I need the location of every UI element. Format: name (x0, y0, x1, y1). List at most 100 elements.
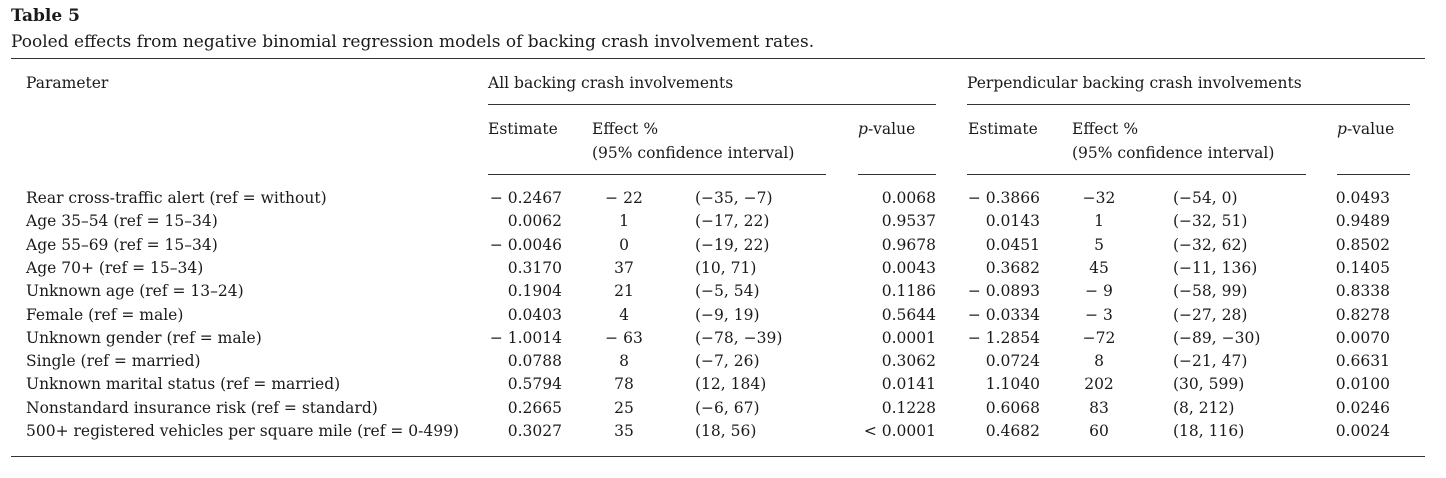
cell-parameter: 500+ registered vehicles per square mile… (26, 422, 460, 440)
cell-perp-pvalue: 0.0100 (1335, 375, 1390, 394)
cell-all-pvalue: 0.9678 (881, 235, 936, 254)
cell-all-pvalue: 0.5644 (881, 305, 936, 324)
cell-perp-ci: (−54, 0) (1173, 189, 1238, 207)
cell-perp-pvalue: 0.1405 (1335, 258, 1390, 277)
cell-perp-estimate: − 0.0893 (967, 282, 1040, 301)
cell-perp-pvalue: 0.8502 (1335, 235, 1390, 254)
cell-perp-estimate: 1.1040 (985, 375, 1040, 394)
cell-all-effect: 78 (614, 375, 634, 394)
cell-all-pvalue: 0.3062 (881, 352, 936, 371)
header-all-p-italic: p (858, 120, 868, 138)
cell-perp-ci: (−11, 136) (1173, 258, 1258, 277)
cell-perp-pvalue: 0.8278 (1335, 305, 1390, 324)
cell-perp-ci: (−58, 99) (1173, 282, 1248, 301)
cell-parameter: Age 70+ (ref = 15–34) (26, 258, 204, 277)
cell-parameter: Age 35–54 (ref = 15–34) (26, 212, 218, 231)
cell-perp-ci: (−32, 51) (1173, 212, 1248, 231)
cell-all-ci: (−9, 19) (695, 305, 760, 324)
cell-all-pvalue: 0.0043 (881, 258, 936, 277)
header-perp-pvalue: p-value (1337, 119, 1394, 139)
cell-all-estimate: 0.1904 (507, 282, 562, 301)
header-perp-effect-line1: Effect % (1072, 120, 1139, 138)
cell-perp-pvalue: 0.6631 (1335, 352, 1390, 371)
cell-perp-pvalue: 0.0246 (1335, 398, 1390, 417)
cell-all-estimate: − 1.0014 (489, 328, 562, 347)
bottom-rule (11, 456, 1425, 457)
cell-all-estimate: 0.0403 (507, 305, 562, 324)
header-group-all: All backing crash involvements (488, 74, 734, 92)
cell-perp-estimate: − 0.3866 (967, 189, 1040, 207)
cell-all-effect: 8 (619, 352, 629, 371)
cell-all-pvalue: 0.0068 (881, 189, 936, 207)
header-all-effect-line2: (95% confidence interval) (592, 144, 795, 162)
cell-perp-pvalue: 0.8338 (1335, 282, 1390, 301)
cell-perp-estimate: 0.6068 (985, 398, 1040, 417)
header-all-effect-line1: Effect % (592, 120, 659, 138)
cell-perp-estimate: 0.0724 (985, 352, 1040, 371)
cell-parameter: Unknown age (ref = 13–24) (26, 282, 244, 301)
cell-all-ci: (12, 184) (695, 375, 767, 394)
cell-all-ci: (−6, 67) (695, 398, 760, 417)
cell-perp-ci: (−27, 28) (1173, 305, 1248, 324)
cell-perp-pvalue: 0.9489 (1335, 212, 1390, 231)
cell-all-estimate: − 0.0046 (489, 235, 562, 254)
cell-all-ci: (−19, 22) (695, 235, 770, 254)
cell-perp-effect: −72 (1082, 328, 1116, 347)
cell-perp-effect: − 9 (1085, 282, 1113, 301)
cell-parameter: Unknown gender (ref = male) (26, 328, 262, 347)
cell-all-effect: 35 (614, 422, 634, 440)
cell-parameter: Age 55–69 (ref = 15–34) (26, 235, 218, 254)
cell-all-ci: (−5, 54) (695, 282, 760, 301)
header-group-perp: Perpendicular backing crash involvements (967, 74, 1302, 92)
cell-perp-pvalue: 0.0070 (1335, 328, 1390, 347)
cell-all-ci: (10, 71) (695, 258, 757, 277)
cell-parameter: Unknown marital status (ref = married) (26, 375, 341, 394)
cell-all-effect: − 63 (605, 328, 643, 347)
cell-perp-effect: − 3 (1085, 305, 1113, 324)
header-perp-p-italic: p (1337, 120, 1347, 138)
cell-perp-ci: (30, 599) (1173, 375, 1245, 394)
cell-all-estimate: 0.2665 (507, 398, 562, 417)
cell-all-estimate: 0.3027 (507, 422, 562, 440)
cell-perp-effect: 202 (1084, 375, 1114, 394)
header-all-estimate: Estimate (488, 120, 558, 138)
cell-parameter: Nonstandard insurance risk (ref = standa… (26, 398, 378, 417)
header-all-p-rest: -value (867, 120, 916, 138)
header-parameter: Parameter (26, 74, 109, 92)
cell-all-ci: (18, 56) (695, 422, 757, 440)
cell-all-pvalue: 0.9537 (881, 212, 936, 231)
cell-perp-effect: 1 (1094, 212, 1104, 231)
subhead-rule-perp-1 (967, 174, 1306, 175)
cell-parameter: Rear cross-traffic alert (ref = without) (26, 189, 327, 207)
subhead-rule-perp-2 (1337, 174, 1410, 175)
header-perp-effect-line2: (95% confidence interval) (1072, 144, 1275, 162)
cell-perp-estimate: 0.3682 (985, 258, 1040, 277)
cell-parameter: Female (ref = male) (26, 305, 184, 324)
table-caption: Pooled effects from negative binomial re… (11, 32, 815, 52)
header-perp-estimate: Estimate (968, 120, 1038, 138)
cell-all-effect: 21 (614, 282, 634, 301)
cell-all-estimate: 0.0062 (507, 212, 562, 231)
cell-perp-estimate: 0.4682 (985, 422, 1040, 440)
cell-all-estimate: 0.3170 (507, 258, 562, 277)
cell-all-pvalue: 0.0141 (881, 375, 936, 394)
cell-all-pvalue: 0.1186 (881, 282, 936, 301)
cell-perp-effect: 8 (1094, 352, 1104, 371)
group-rule-perp (967, 104, 1410, 105)
cell-perp-effect: 83 (1089, 398, 1109, 417)
cell-all-effect: 0 (619, 235, 629, 254)
cell-perp-estimate: 0.0451 (985, 235, 1040, 254)
cell-perp-pvalue: 0.0024 (1335, 422, 1390, 440)
cell-all-pvalue: 0.1228 (881, 398, 936, 417)
cell-all-estimate: 0.5794 (507, 375, 562, 394)
cell-all-estimate: − 0.2467 (489, 189, 562, 207)
cell-all-ci: (−7, 26) (695, 352, 760, 371)
cell-perp-estimate: 0.0143 (985, 212, 1040, 231)
cell-all-ci: (−17, 22) (695, 212, 770, 231)
cell-parameter: Single (ref = married) (26, 352, 201, 371)
cell-perp-ci: (−32, 62) (1173, 235, 1248, 254)
header-perp-p-rest: -value (1346, 120, 1395, 138)
cell-perp-ci: (18, 116) (1173, 422, 1245, 440)
table-label: Table 5 (11, 6, 80, 26)
cell-perp-effect: 45 (1089, 258, 1109, 277)
